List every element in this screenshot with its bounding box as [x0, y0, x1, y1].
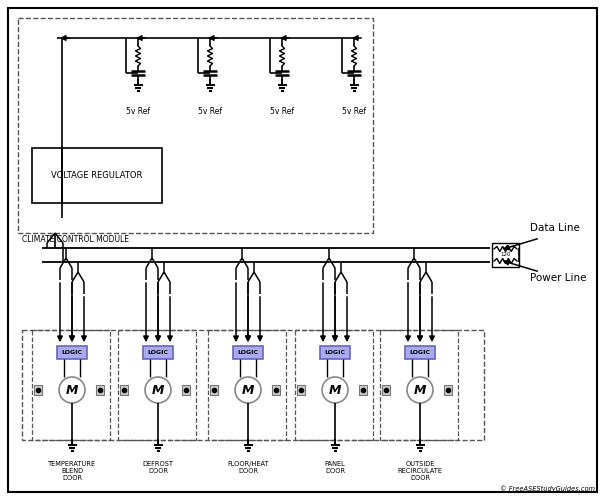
Text: 5v Ref: 5v Ref	[126, 107, 150, 116]
Bar	[32, 330, 110, 440]
Text: LOGIC: LOGIC	[324, 350, 345, 354]
Text: TEMPERATURE
BLEND
DOOR: TEMPERATURE BLEND DOOR	[48, 461, 96, 481]
Bar	[492, 243, 519, 267]
Bar	[32, 148, 162, 203]
Bar	[382, 385, 390, 395]
Text: LOGIC: LOGIC	[148, 350, 169, 354]
Text: M: M	[152, 384, 164, 396]
Circle shape	[59, 377, 85, 403]
Text: M: M	[66, 384, 78, 396]
Bar	[34, 385, 42, 395]
Text: PANEL
DOOR: PANEL DOOR	[325, 461, 345, 474]
Bar	[57, 346, 87, 358]
Bar	[118, 330, 196, 440]
Text: OUTSIDE
RECIRCULATE
DOOR: OUTSIDE RECIRCULATE DOOR	[397, 461, 442, 481]
Text: © FreeASEStudyGuides.com: © FreeASEStudyGuides.com	[500, 486, 595, 492]
Bar	[96, 385, 104, 395]
Text: DEFROST
DOOR: DEFROST DOOR	[143, 461, 174, 474]
Bar	[208, 330, 286, 440]
Text: Data Line: Data Line	[530, 223, 580, 233]
Bar	[405, 346, 435, 358]
Bar	[233, 346, 263, 358]
Bar	[380, 330, 458, 440]
Text: Power Line: Power Line	[530, 273, 586, 283]
Bar	[143, 346, 173, 358]
Text: FLOOR/HEAT
DOOR: FLOOR/HEAT DOOR	[227, 461, 269, 474]
Bar	[22, 330, 484, 440]
Bar	[320, 346, 350, 358]
Text: 5v Ref: 5v Ref	[270, 107, 294, 116]
Text: M: M	[414, 384, 427, 396]
Text: 120: 120	[500, 252, 511, 258]
Bar	[210, 385, 218, 395]
Text: M: M	[242, 384, 254, 396]
Text: LOGIC: LOGIC	[62, 350, 82, 354]
Circle shape	[407, 377, 433, 403]
Text: VOLTAGE REGULATOR: VOLTAGE REGULATOR	[51, 171, 143, 180]
Bar	[18, 18, 373, 233]
Bar	[297, 385, 305, 395]
Circle shape	[235, 377, 261, 403]
Text: 5v Ref: 5v Ref	[342, 107, 366, 116]
Bar	[359, 385, 367, 395]
Bar	[272, 385, 280, 395]
Bar	[444, 385, 452, 395]
Text: 5v Ref: 5v Ref	[198, 107, 222, 116]
Circle shape	[322, 377, 348, 403]
Text: LOGIC: LOGIC	[238, 350, 258, 354]
Circle shape	[145, 377, 171, 403]
Bar	[295, 330, 373, 440]
Bar	[182, 385, 190, 395]
Text: LOGIC: LOGIC	[410, 350, 431, 354]
Text: CLIMATE CONTROL MODULE: CLIMATE CONTROL MODULE	[22, 235, 129, 244]
Text: M: M	[329, 384, 341, 396]
Bar	[120, 385, 128, 395]
